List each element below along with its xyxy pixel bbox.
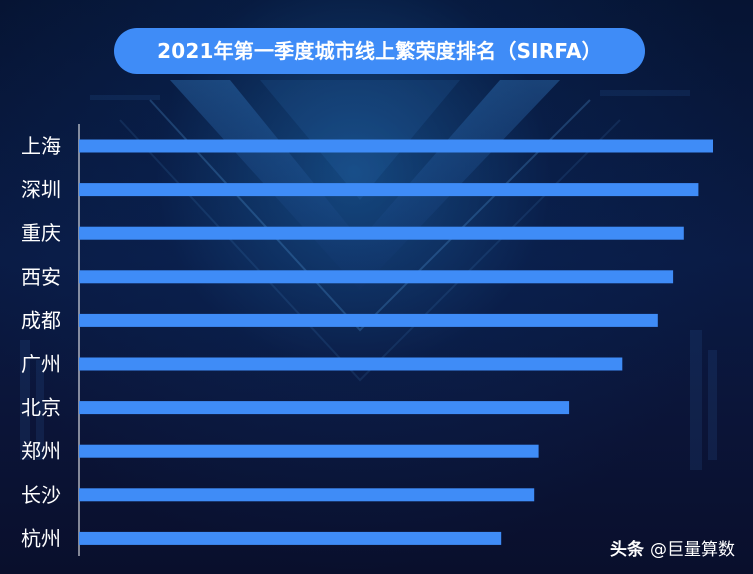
category-label-8: 长沙	[21, 483, 61, 507]
bar-9	[79, 531, 502, 545]
chart-title: 2021年第一季度城市线上繁荣度排名（SIRFA）	[114, 28, 645, 74]
bar-7	[79, 444, 539, 458]
bar-8	[79, 488, 535, 502]
bar-1	[79, 183, 699, 197]
bar-5	[79, 357, 623, 371]
bar-3	[79, 270, 674, 284]
category-label-9: 杭州	[21, 526, 61, 550]
category-label-2: 重庆	[21, 221, 61, 245]
bar-4	[79, 313, 658, 327]
watermark: 头条 @巨量算数	[610, 535, 735, 560]
bar-0	[79, 139, 713, 153]
category-label-4: 成都	[21, 308, 61, 332]
category-label-0: 上海	[21, 134, 61, 158]
category-label-5: 广州	[21, 352, 61, 376]
watermark-account: @巨量算数	[650, 540, 735, 560]
category-label-7: 郑州	[21, 439, 61, 463]
bar-6	[79, 401, 570, 415]
category-label-6: 北京	[21, 396, 61, 420]
bar-2	[79, 226, 684, 240]
watermark-brand: 头条	[610, 540, 644, 560]
category-label-1: 深圳	[21, 178, 61, 202]
category-label-3: 西安	[21, 265, 61, 289]
